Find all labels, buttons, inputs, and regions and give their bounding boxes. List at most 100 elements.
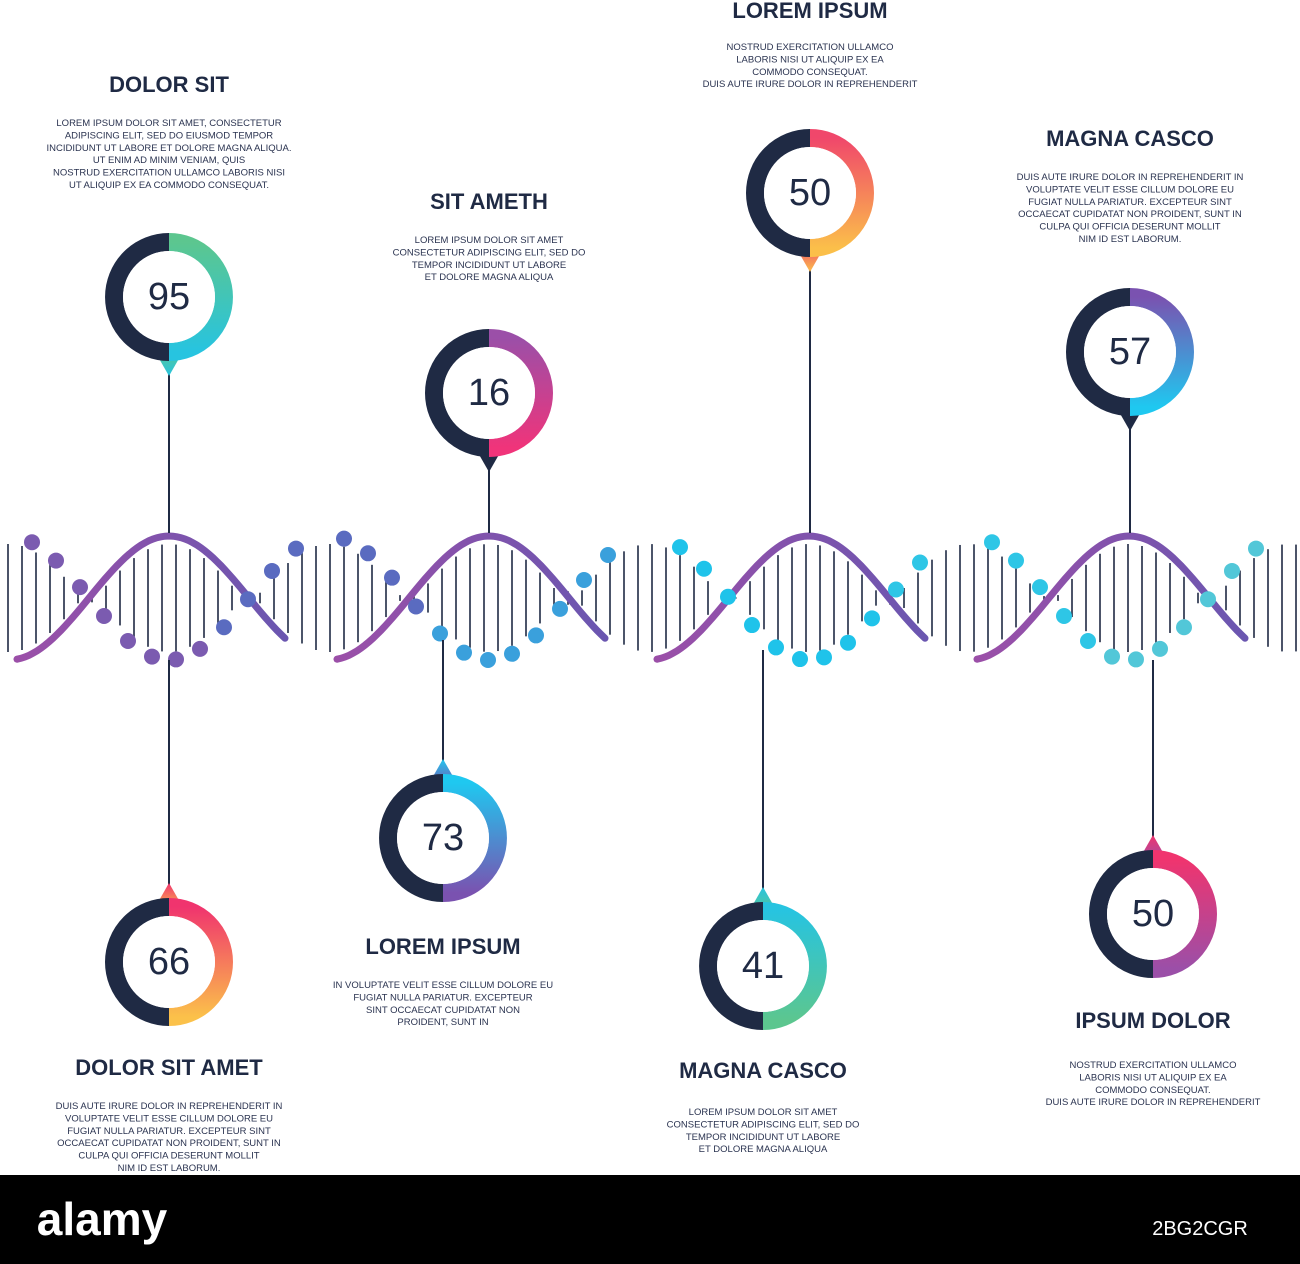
footer-bar xyxy=(0,1175,1300,1264)
ring-inner xyxy=(123,916,215,1008)
value: 95 xyxy=(148,276,190,318)
body-line: SINT OCCAECAT CUPIDATAT NON xyxy=(366,1005,520,1016)
strand-dot xyxy=(864,610,880,627)
title: IPSUM DOLOR xyxy=(1075,1008,1230,1033)
title: MAGNA CASCO xyxy=(679,1058,847,1083)
strand-dot xyxy=(192,640,208,657)
ring-dark xyxy=(379,774,444,902)
body-line: NOSTRUD EXERCITATION ULLAMCO xyxy=(1070,1060,1237,1071)
body-line: NIM ID EST LABORUM. xyxy=(1079,234,1182,245)
strand-dot xyxy=(912,554,928,571)
ring-inner xyxy=(1084,306,1176,398)
body-line: CONSECTETUR ADIPISCING ELIT, SED DO xyxy=(667,1119,860,1130)
strand-dot xyxy=(744,617,760,634)
strand-dot xyxy=(504,645,520,662)
strand-dot xyxy=(240,591,256,608)
strand-dot xyxy=(840,634,856,651)
strand-dot xyxy=(1176,619,1192,636)
value: 66 xyxy=(148,941,190,983)
body-line: DUIS AUTE IRURE DOLOR IN REPREHENDERIT xyxy=(703,79,918,90)
ring-dark xyxy=(699,902,764,1030)
ring-inner xyxy=(443,347,535,439)
ring-inner xyxy=(764,147,856,239)
strand-dot xyxy=(384,569,400,586)
ring-dark xyxy=(1089,850,1154,978)
body-line: ADIPISCING ELIT, SED DO EIUSMOD TEMPOR xyxy=(65,130,273,141)
item: 41 MAGNA CASCO LOREM IPSUM DOLOR SIT AMETC… xyxy=(667,650,860,1155)
title: LOREM IPSUM xyxy=(365,934,520,959)
ring-color xyxy=(488,329,553,457)
ring-dark xyxy=(105,898,170,1026)
value: 41 xyxy=(742,945,784,987)
strand xyxy=(653,532,929,663)
body-line: UT ENIM AD MINIM VENIAM, QUIS xyxy=(93,155,245,166)
ring-color xyxy=(809,129,874,257)
strand-dot xyxy=(288,540,304,557)
strand-dot xyxy=(456,644,472,661)
item: 57 MAGNA CASCO DUIS AUTE IRURE DOLOR IN RE… xyxy=(1017,126,1244,533)
body-line: TEMPOR INCIDIDUNT UT LABORE xyxy=(686,1132,840,1143)
strand xyxy=(973,532,1249,663)
strand-dot xyxy=(888,581,904,598)
ring-inner xyxy=(123,251,215,343)
strand-dot xyxy=(1008,552,1024,569)
body-line: ET DOLORE MAGNA ALIQUA xyxy=(425,272,554,283)
strand-dot xyxy=(48,552,64,569)
body-line: VOLUPTATE VELIT ESSE CILLUM DOLORE EU xyxy=(65,1113,273,1124)
strand-dot xyxy=(216,619,232,636)
ring-dark xyxy=(105,233,170,361)
body-line: ET DOLORE MAGNA ALIQUA xyxy=(699,1144,828,1155)
item: 16 SIT AMETH LOREM IPSUM DOLOR SIT AMETCON… xyxy=(393,189,585,533)
strand-dot xyxy=(1056,607,1072,624)
item: 95 DOLOR SIT LOREM IPSUM DOLOR SIT AMET, C… xyxy=(47,72,292,533)
body-line: OCCAECAT CUPIDATAT NON PROIDENT, SUNT IN xyxy=(1018,209,1242,220)
ring-color xyxy=(1129,288,1194,416)
strand-dot xyxy=(1248,540,1264,557)
item: 50 IPSUM DOLOR NOSTRUD EXERCITATION ULLAMC… xyxy=(1046,660,1261,1108)
strand-dot xyxy=(432,625,448,642)
body-line: INCIDIDUNT UT LABORE ET DOLORE MAGNA ALI… xyxy=(47,143,292,154)
body-line: UT ALIQUIP EX EA COMMODO CONSEQUAT. xyxy=(69,180,269,191)
body-line: COMMODO CONSEQUAT. xyxy=(752,67,867,78)
body-line: VOLUPTATE VELIT ESSE CILLUM DOLORE EU xyxy=(1026,184,1234,195)
strand-dot xyxy=(96,607,112,624)
body-line: CULPA QUI OFFICIA DESERUNT MOLLIT xyxy=(1039,222,1220,233)
ring-dark xyxy=(1066,288,1131,416)
body-line: FUGIAT NULLA PARIATUR. EXCEPTEUR xyxy=(353,992,532,1003)
strand-dot xyxy=(1104,648,1120,665)
strand-dot xyxy=(1224,562,1240,579)
body-line: NOSTRUD EXERCITATION ULLAMCO xyxy=(727,42,894,53)
ring-color xyxy=(168,233,233,361)
strand-dot xyxy=(720,588,736,605)
item: 50 LOREM IPSUM NOSTRUD EXERCITATION ULLAMC… xyxy=(703,0,918,533)
strand-dot xyxy=(576,572,592,589)
strand-dot xyxy=(72,579,88,596)
strand-dot xyxy=(264,562,280,579)
value: 16 xyxy=(468,372,510,414)
body-line: NOSTRUD EXERCITATION ULLAMCO LABORIS NIS… xyxy=(53,168,285,179)
body-line: FUGIAT NULLA PARIATUR. EXCEPTEUR SINT xyxy=(1028,197,1232,208)
items: 95 DOLOR SIT LOREM IPSUM DOLOR SIT AMET, C… xyxy=(47,0,1261,1174)
strand-dot xyxy=(1152,640,1168,657)
strand-dot xyxy=(672,539,688,556)
ring-inner xyxy=(717,920,809,1012)
strand-dot xyxy=(768,639,784,656)
strand-dot xyxy=(360,545,376,562)
body-line: DUIS AUTE IRURE DOLOR IN REPREHENDERIT xyxy=(1046,1097,1261,1108)
body-line: TEMPOR INCIDIDUNT UT LABORE xyxy=(412,260,566,271)
body-line: OCCAECAT CUPIDATAT NON PROIDENT, SUNT IN xyxy=(57,1138,281,1149)
body-line: DUIS AUTE IRURE DOLOR IN REPREHENDERIT I… xyxy=(56,1101,283,1112)
strand-dot xyxy=(816,649,832,666)
item: 66 DOLOR SIT AMET DUIS AUTE IRURE DOLOR IN… xyxy=(56,660,283,1174)
strand-dot xyxy=(1128,651,1144,668)
strand-dot xyxy=(696,560,712,577)
strand xyxy=(13,532,289,663)
footer-id: 2BG2CGR xyxy=(1152,1218,1248,1240)
value: 73 xyxy=(422,817,464,859)
strand-dot xyxy=(408,598,424,615)
strand-dot xyxy=(1080,632,1096,649)
body-line: LABORIS NISI UT ALIQUIP EX EA xyxy=(736,54,884,65)
strand-dot xyxy=(168,651,184,668)
footer-logo: alamy xyxy=(37,1193,168,1245)
